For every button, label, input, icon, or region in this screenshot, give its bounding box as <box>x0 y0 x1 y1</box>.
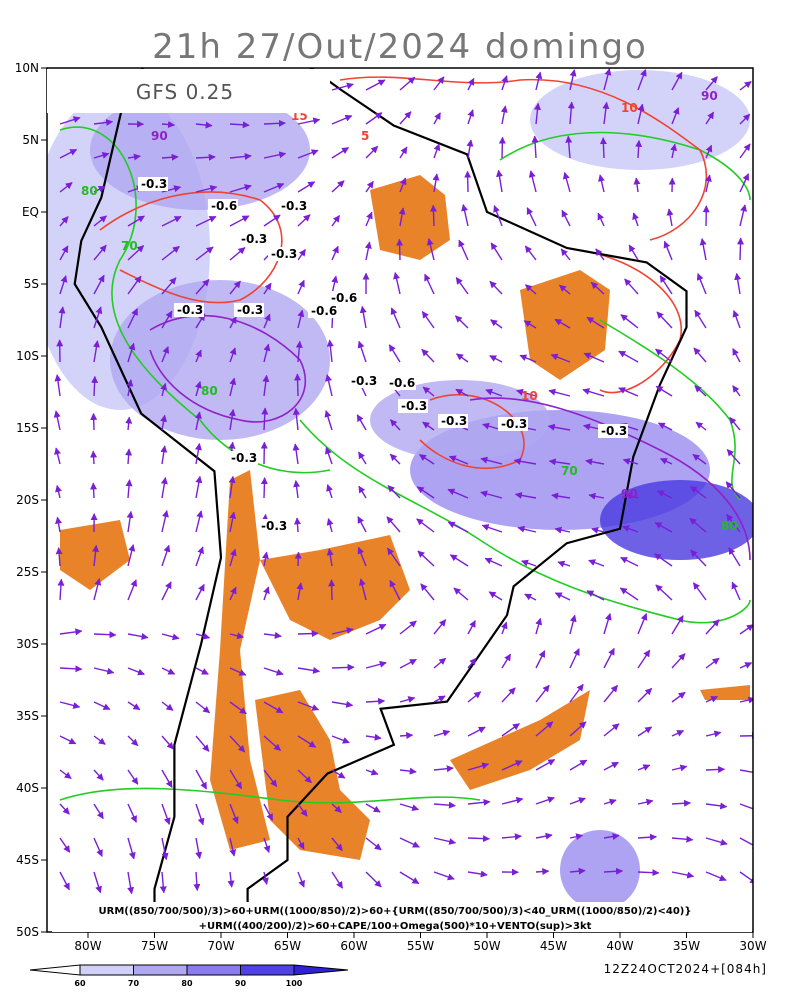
contour-label: -0.3 <box>241 232 267 246</box>
wind-arrow <box>603 138 604 158</box>
contour-label: -0.3 <box>401 399 427 413</box>
colorbar-cell <box>187 965 241 975</box>
title: 21h 27/Out/2024 domingo <box>152 27 648 67</box>
colorbar-cell <box>134 965 188 975</box>
colorbar-right <box>294 965 348 975</box>
lon-label: 30W <box>739 939 766 953</box>
colorbar: 60 70 80 90 100 <box>30 965 348 988</box>
contour-label: 80 <box>721 519 738 533</box>
lon-label: 35W <box>673 939 700 953</box>
contour-label: -0.3 <box>141 177 167 191</box>
lon-label: 55W <box>407 939 434 953</box>
lat-label: 5S <box>24 277 39 291</box>
caption-line: +URM((400/200)/2)>60+CAPE/100+Omega(500)… <box>199 921 592 932</box>
wind-arrow <box>94 634 116 635</box>
colorbar-label: 60 <box>74 979 86 988</box>
lon-label: 45W <box>540 939 567 953</box>
wind-arrow <box>740 238 741 260</box>
humidity-blob <box>560 830 640 910</box>
colorbar-label: 90 <box>235 979 247 988</box>
lat-label: 50S <box>16 925 39 939</box>
colorbar-cell <box>241 965 295 975</box>
lon-label: 70W <box>207 939 234 953</box>
wind-arrow <box>536 871 549 872</box>
contour-label: -0.3 <box>351 374 377 388</box>
wind-arrow <box>400 735 413 736</box>
wind-arrow <box>94 377 95 396</box>
contour-label: -0.3 <box>231 451 257 465</box>
lat-label: 30S <box>16 637 39 651</box>
contour-label: -0.3 <box>271 247 297 261</box>
lat-label: 25S <box>16 565 39 579</box>
wind-arrow <box>264 478 265 498</box>
lon-label: 65W <box>274 939 301 953</box>
wind-arrow <box>332 667 354 668</box>
contour-label: 5 <box>361 129 369 143</box>
lat-label: 10S <box>16 349 39 363</box>
contour-label: 80 <box>201 384 218 398</box>
contour-label: -0.3 <box>281 199 307 213</box>
wind-arrow <box>297 518 298 532</box>
lon-label: 50W <box>473 939 500 953</box>
wind-arrow <box>433 205 434 226</box>
contour-label: 80 <box>21 0 38 3</box>
lat-label: 5N <box>22 133 39 147</box>
lat-label: 40S <box>16 781 39 795</box>
contour-label: -0.3 <box>261 519 287 533</box>
contour-label: 90 <box>701 89 718 103</box>
contour-label: 90 <box>621 487 638 501</box>
lon-label: 40W <box>606 939 633 953</box>
contour-label: -0.6 <box>331 291 357 305</box>
wind-arrow <box>468 838 489 839</box>
colorbar-label: 70 <box>128 979 140 988</box>
wind-arrow <box>502 137 503 158</box>
lon-label: 75W <box>141 939 168 953</box>
contour-label: 90 <box>151 129 168 143</box>
colorbar-cell <box>80 965 134 975</box>
colorbar-left <box>30 965 80 975</box>
wind-arrow <box>264 123 285 124</box>
model-label: GFS 0.25 <box>136 80 234 104</box>
wind-arrow <box>638 872 659 873</box>
contour-label: -0.3 <box>237 303 263 317</box>
wind-arrow <box>297 374 298 396</box>
contour-label: 70 <box>561 464 578 478</box>
contour-label: -0.3 <box>501 417 527 431</box>
wind-arrow <box>399 239 400 260</box>
lon-label: 80W <box>74 939 101 953</box>
contour-label: 10 <box>621 101 638 115</box>
contour-label: -0.6 <box>311 304 337 318</box>
lat-label: 45S <box>16 853 39 867</box>
wind-arrow <box>93 483 94 498</box>
contour-label: 10 <box>521 389 538 403</box>
contour-label: -0.6 <box>389 376 415 390</box>
colorbar-label: 100 <box>286 979 303 988</box>
wind-arrow <box>93 414 94 430</box>
contour-label: -0.6 <box>211 199 237 213</box>
contour-label: -0.3 <box>441 414 467 428</box>
contour-label: 70 <box>121 239 138 253</box>
contour-label: 80 <box>81 184 98 198</box>
lon-label: 60W <box>340 939 367 953</box>
contour-label: -0.3 <box>601 424 627 438</box>
wind-arrow <box>706 769 724 770</box>
lat-label: EQ <box>22 205 39 219</box>
lat-label: 35S <box>16 709 39 723</box>
lat-label: 10N <box>15 61 39 75</box>
run-label: 12Z24OCT2024+[084h] <box>604 962 767 976</box>
lat-label: 20S <box>16 493 39 507</box>
colorbar-label: 80 <box>181 979 193 988</box>
wind-arrow <box>298 633 318 634</box>
plot-area: -0.3 -0.6 -0.3 -0.3 -0.3 -0.6 -0.3 -0.3 -0.6 -0.3… <box>21 0 761 932</box>
contour-label: -0.3 <box>177 303 203 317</box>
wind-arrow <box>93 451 94 464</box>
caption-line: URM((850/700/500)/3)>60+URM((1000/850)/2… <box>99 906 692 917</box>
lat-label: 15S <box>16 421 39 435</box>
